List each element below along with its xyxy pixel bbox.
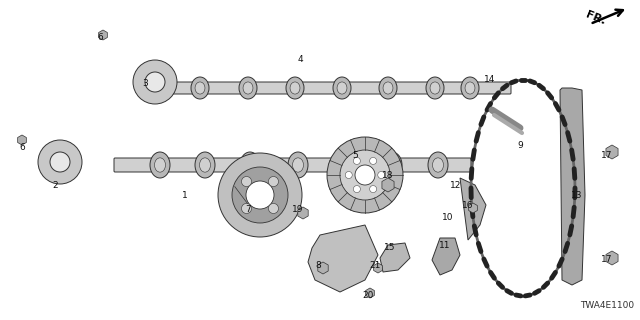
Text: 7: 7: [245, 205, 251, 214]
Ellipse shape: [154, 158, 166, 172]
Polygon shape: [18, 135, 26, 145]
Ellipse shape: [379, 77, 397, 99]
Circle shape: [345, 172, 352, 179]
Polygon shape: [99, 30, 108, 40]
Ellipse shape: [433, 158, 444, 172]
Ellipse shape: [333, 77, 351, 99]
Ellipse shape: [244, 158, 255, 172]
Text: 6: 6: [97, 34, 103, 43]
Ellipse shape: [239, 77, 257, 99]
Text: 5: 5: [352, 150, 358, 159]
Ellipse shape: [290, 82, 300, 94]
Circle shape: [355, 165, 375, 185]
Text: 17: 17: [601, 150, 612, 159]
Polygon shape: [606, 251, 618, 265]
Polygon shape: [298, 207, 308, 219]
Text: 19: 19: [292, 205, 304, 214]
Ellipse shape: [461, 77, 479, 99]
Ellipse shape: [288, 152, 308, 178]
Ellipse shape: [200, 158, 211, 172]
Ellipse shape: [195, 152, 215, 178]
Circle shape: [232, 167, 288, 223]
Ellipse shape: [383, 82, 393, 94]
Ellipse shape: [382, 152, 402, 178]
Circle shape: [268, 204, 278, 213]
Polygon shape: [432, 238, 460, 275]
Text: 18: 18: [382, 171, 394, 180]
Text: 3: 3: [142, 78, 148, 87]
Text: 15: 15: [384, 244, 396, 252]
Text: 6: 6: [19, 143, 25, 153]
Circle shape: [353, 157, 360, 164]
Circle shape: [246, 181, 274, 209]
Polygon shape: [606, 145, 618, 159]
Text: FR.: FR.: [584, 10, 607, 27]
Polygon shape: [318, 262, 328, 274]
Text: 21: 21: [369, 260, 381, 269]
Text: 12: 12: [451, 180, 461, 189]
Ellipse shape: [426, 77, 444, 99]
Polygon shape: [380, 243, 410, 272]
Text: 20: 20: [362, 291, 374, 300]
Ellipse shape: [428, 152, 448, 178]
Ellipse shape: [286, 77, 304, 99]
Circle shape: [38, 140, 82, 184]
Circle shape: [327, 137, 403, 213]
Circle shape: [378, 172, 385, 179]
Circle shape: [268, 177, 278, 187]
Text: 9: 9: [517, 140, 523, 149]
Circle shape: [218, 153, 302, 237]
FancyBboxPatch shape: [114, 158, 471, 172]
Circle shape: [241, 204, 252, 213]
Ellipse shape: [430, 82, 440, 94]
Text: 1: 1: [182, 190, 188, 199]
Text: 11: 11: [439, 241, 451, 250]
Ellipse shape: [339, 158, 351, 172]
Text: 2: 2: [52, 180, 58, 189]
Text: 8: 8: [315, 260, 321, 269]
Polygon shape: [374, 263, 382, 273]
Text: 16: 16: [462, 201, 474, 210]
Circle shape: [340, 150, 390, 200]
Text: 10: 10: [442, 213, 454, 222]
Ellipse shape: [465, 82, 475, 94]
Ellipse shape: [335, 152, 355, 178]
Ellipse shape: [150, 152, 170, 178]
Circle shape: [353, 186, 360, 193]
Polygon shape: [468, 203, 477, 213]
Ellipse shape: [387, 158, 397, 172]
Ellipse shape: [195, 82, 205, 94]
FancyBboxPatch shape: [154, 82, 511, 94]
Ellipse shape: [292, 158, 303, 172]
Ellipse shape: [337, 82, 347, 94]
Circle shape: [145, 72, 165, 92]
Circle shape: [50, 152, 70, 172]
Ellipse shape: [243, 82, 253, 94]
Circle shape: [133, 60, 177, 104]
Text: 17: 17: [601, 255, 612, 265]
Circle shape: [370, 186, 376, 193]
Ellipse shape: [240, 152, 260, 178]
Circle shape: [370, 157, 376, 164]
Polygon shape: [308, 225, 378, 292]
Ellipse shape: [191, 77, 209, 99]
Polygon shape: [560, 88, 585, 285]
Polygon shape: [460, 178, 486, 240]
Text: 14: 14: [484, 76, 496, 84]
Circle shape: [241, 177, 252, 187]
Polygon shape: [365, 288, 374, 298]
Text: 4: 4: [297, 55, 303, 65]
Polygon shape: [382, 178, 394, 192]
Text: 13: 13: [572, 190, 583, 199]
Text: TWA4E1100: TWA4E1100: [580, 300, 634, 309]
